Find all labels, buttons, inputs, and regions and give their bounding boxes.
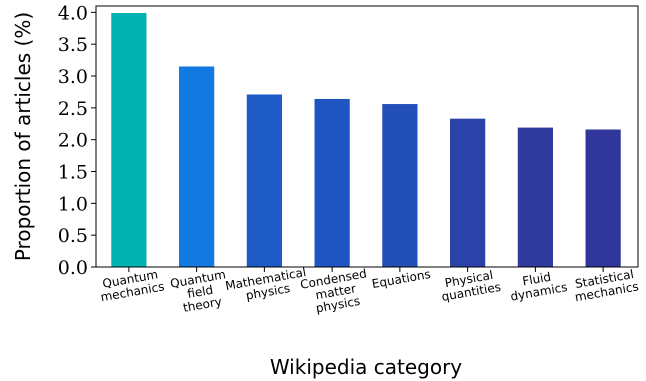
bar xyxy=(179,66,215,267)
x-tick-label-line: field xyxy=(186,283,214,301)
bar xyxy=(517,127,553,268)
x-tick-label-line: Fluid xyxy=(521,270,552,289)
y-tick-label: 0.0 xyxy=(58,257,88,279)
x-tick-label-line: matter xyxy=(314,281,357,302)
y-tick-label: 1.0 xyxy=(58,193,88,215)
y-axis-label: Proportion of articles (%) xyxy=(11,12,35,261)
x-axis-label: Wikipedia category xyxy=(270,355,462,379)
x-tick-label-line: Equations xyxy=(371,267,432,291)
x-tick-label: Equations xyxy=(371,267,432,291)
y-tick-label: 2.0 xyxy=(58,130,88,152)
y-tick-label: 2.5 xyxy=(58,98,88,120)
x-tick-label-line: theory xyxy=(182,294,223,315)
bar xyxy=(450,118,486,267)
y-tick-label: 4.0 xyxy=(58,2,88,24)
x-axis: QuantummechanicsQuantumfieldtheoryMathem… xyxy=(100,265,640,315)
bar xyxy=(111,13,147,267)
bar xyxy=(382,104,418,267)
y-tick-label: 1.5 xyxy=(58,162,88,184)
y-tick-label: 3.0 xyxy=(58,66,88,88)
bar xyxy=(314,98,350,267)
y-axis: 0.0 0.5 1.0 1.5 2.0 2.5 3.0 3.5 4.0 xyxy=(58,2,96,279)
y-tick-label: 3.5 xyxy=(58,34,88,56)
bars-group xyxy=(111,13,621,268)
plot-frame xyxy=(95,5,639,268)
bar xyxy=(246,94,282,267)
y-tick-label: 0.5 xyxy=(58,225,88,247)
bar xyxy=(585,129,621,267)
